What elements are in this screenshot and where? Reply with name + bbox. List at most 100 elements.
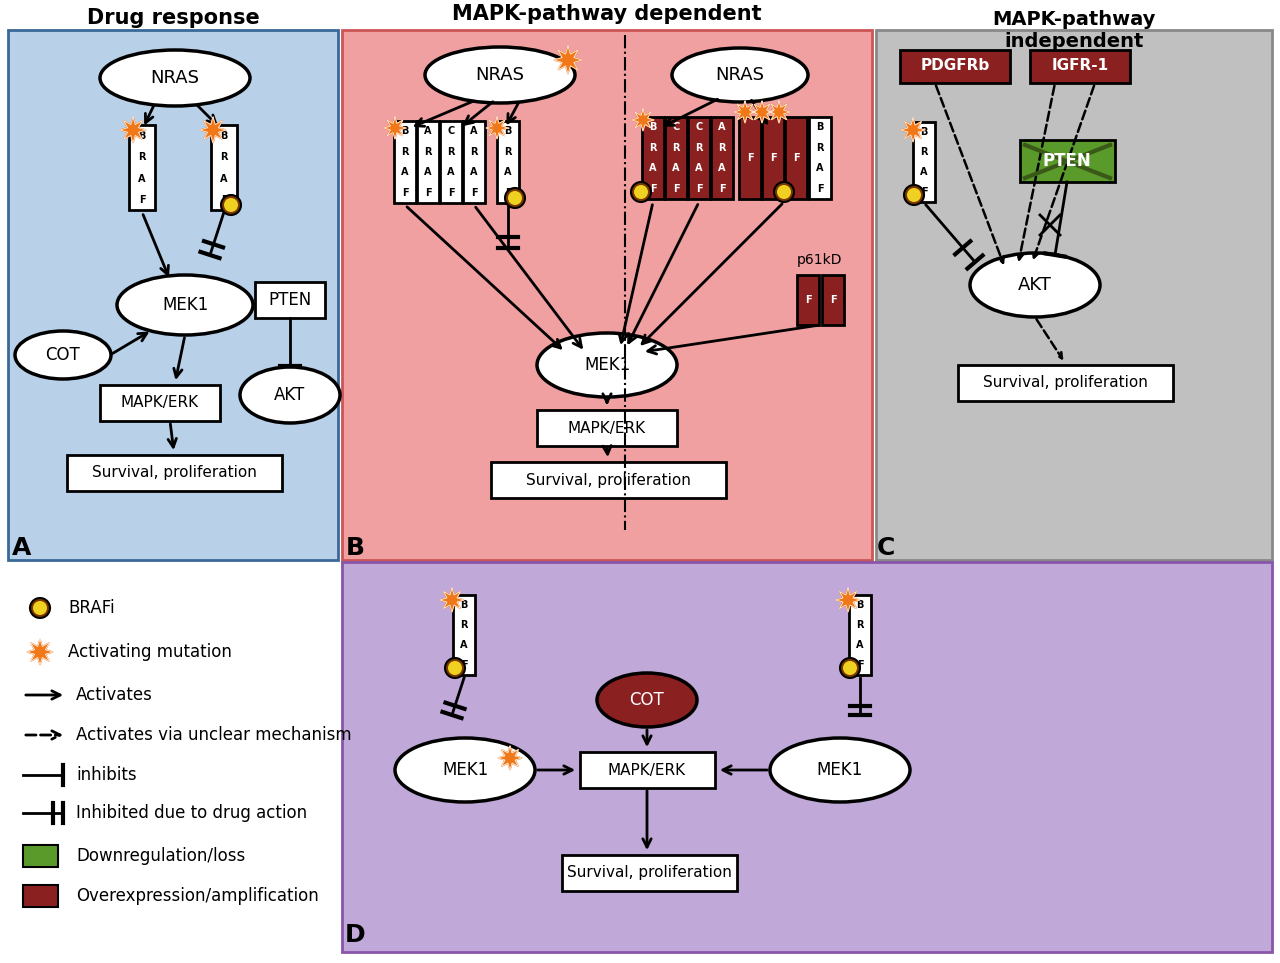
Text: Overexpression/amplification: Overexpression/amplification xyxy=(76,887,319,905)
Text: R: R xyxy=(695,143,703,153)
Ellipse shape xyxy=(970,253,1100,317)
Text: A: A xyxy=(470,126,477,136)
Bar xyxy=(23,845,58,867)
Text: R: R xyxy=(856,620,864,630)
Text: Survival, proliferation: Survival, proliferation xyxy=(92,465,256,481)
Bar xyxy=(562,855,737,891)
Polygon shape xyxy=(120,117,146,143)
Text: C: C xyxy=(672,122,680,132)
Text: A: A xyxy=(424,168,431,177)
Text: A: A xyxy=(220,173,228,184)
Ellipse shape xyxy=(116,275,253,335)
Text: AKT: AKT xyxy=(1018,276,1052,294)
Text: F: F xyxy=(425,188,431,197)
Text: Survival, proliferation: Survival, proliferation xyxy=(567,866,731,880)
Polygon shape xyxy=(27,639,52,665)
Text: A: A xyxy=(718,164,726,173)
Text: R: R xyxy=(649,143,657,153)
Bar xyxy=(580,752,716,788)
Bar xyxy=(417,121,439,203)
Bar xyxy=(957,365,1172,401)
Text: Activating mutation: Activating mutation xyxy=(68,643,232,661)
Bar xyxy=(1030,50,1130,83)
Text: A: A xyxy=(138,173,146,184)
Text: Inhibited due to drug action: Inhibited due to drug action xyxy=(76,804,307,822)
Bar xyxy=(1020,140,1115,182)
Bar xyxy=(849,595,870,675)
Text: F: F xyxy=(220,195,228,205)
Bar xyxy=(453,595,475,675)
Text: B: B xyxy=(461,600,467,610)
Text: R: R xyxy=(401,146,408,157)
Text: Drug response: Drug response xyxy=(87,8,260,28)
Text: IGFR-1: IGFR-1 xyxy=(1051,59,1108,73)
Circle shape xyxy=(29,598,50,618)
Text: Survival, proliferation: Survival, proliferation xyxy=(983,376,1147,391)
Text: PDGFRb: PDGFRb xyxy=(920,59,989,73)
Bar xyxy=(643,117,664,199)
Circle shape xyxy=(908,188,922,202)
Text: B: B xyxy=(504,126,512,136)
Bar xyxy=(666,117,687,199)
Polygon shape xyxy=(751,101,773,123)
Text: PTEN: PTEN xyxy=(269,291,311,309)
Polygon shape xyxy=(554,46,582,74)
Text: B: B xyxy=(138,131,146,142)
Text: MEK1: MEK1 xyxy=(442,761,488,779)
Text: R: R xyxy=(220,152,228,163)
Bar xyxy=(463,121,485,203)
Text: F: F xyxy=(471,188,477,197)
Polygon shape xyxy=(486,117,508,139)
Polygon shape xyxy=(440,588,465,612)
Text: C: C xyxy=(877,536,895,560)
Text: F: F xyxy=(718,184,726,194)
Bar xyxy=(440,121,462,203)
Ellipse shape xyxy=(596,673,698,727)
Text: A: A xyxy=(856,640,864,650)
Text: MEK1: MEK1 xyxy=(584,356,630,374)
Ellipse shape xyxy=(15,331,111,379)
Text: A: A xyxy=(718,122,726,132)
Text: F: F xyxy=(673,184,680,194)
Ellipse shape xyxy=(241,367,340,423)
Text: F: F xyxy=(650,184,657,194)
Text: MAPK/ERK: MAPK/ERK xyxy=(120,396,200,410)
Text: MEK1: MEK1 xyxy=(817,761,863,779)
Text: Activates via unclear mechanism: Activates via unclear mechanism xyxy=(76,726,352,744)
Text: R: R xyxy=(718,143,726,153)
Polygon shape xyxy=(836,588,860,612)
Ellipse shape xyxy=(672,48,808,102)
Circle shape xyxy=(840,658,860,678)
Text: F: F xyxy=(792,153,799,163)
Text: COT: COT xyxy=(46,346,81,364)
Circle shape xyxy=(634,185,648,199)
Text: Survival, proliferation: Survival, proliferation xyxy=(526,473,690,487)
Text: Activates: Activates xyxy=(76,686,152,704)
Text: B: B xyxy=(649,122,657,132)
Text: PTEN: PTEN xyxy=(1043,152,1092,170)
Bar xyxy=(23,885,58,907)
Text: NRAS: NRAS xyxy=(716,66,764,84)
Bar xyxy=(492,462,726,498)
Text: A: A xyxy=(447,168,454,177)
Circle shape xyxy=(904,185,924,205)
Bar xyxy=(67,455,282,491)
Bar xyxy=(342,562,1272,952)
Ellipse shape xyxy=(425,47,575,103)
Text: MAPK/ERK: MAPK/ERK xyxy=(608,763,686,777)
Ellipse shape xyxy=(771,738,910,802)
Ellipse shape xyxy=(538,333,677,397)
Text: F: F xyxy=(769,153,776,163)
Bar xyxy=(100,385,220,421)
Text: NRAS: NRAS xyxy=(475,66,525,84)
Text: R: R xyxy=(424,146,431,157)
Bar xyxy=(255,282,325,318)
Text: MAPK-pathway dependent: MAPK-pathway dependent xyxy=(452,4,762,24)
Ellipse shape xyxy=(100,50,250,106)
Text: F: F xyxy=(402,188,408,197)
Bar xyxy=(900,50,1010,83)
Text: F: F xyxy=(448,188,454,197)
Text: A: A xyxy=(695,164,703,173)
Text: A: A xyxy=(817,164,824,173)
Bar xyxy=(809,117,831,199)
